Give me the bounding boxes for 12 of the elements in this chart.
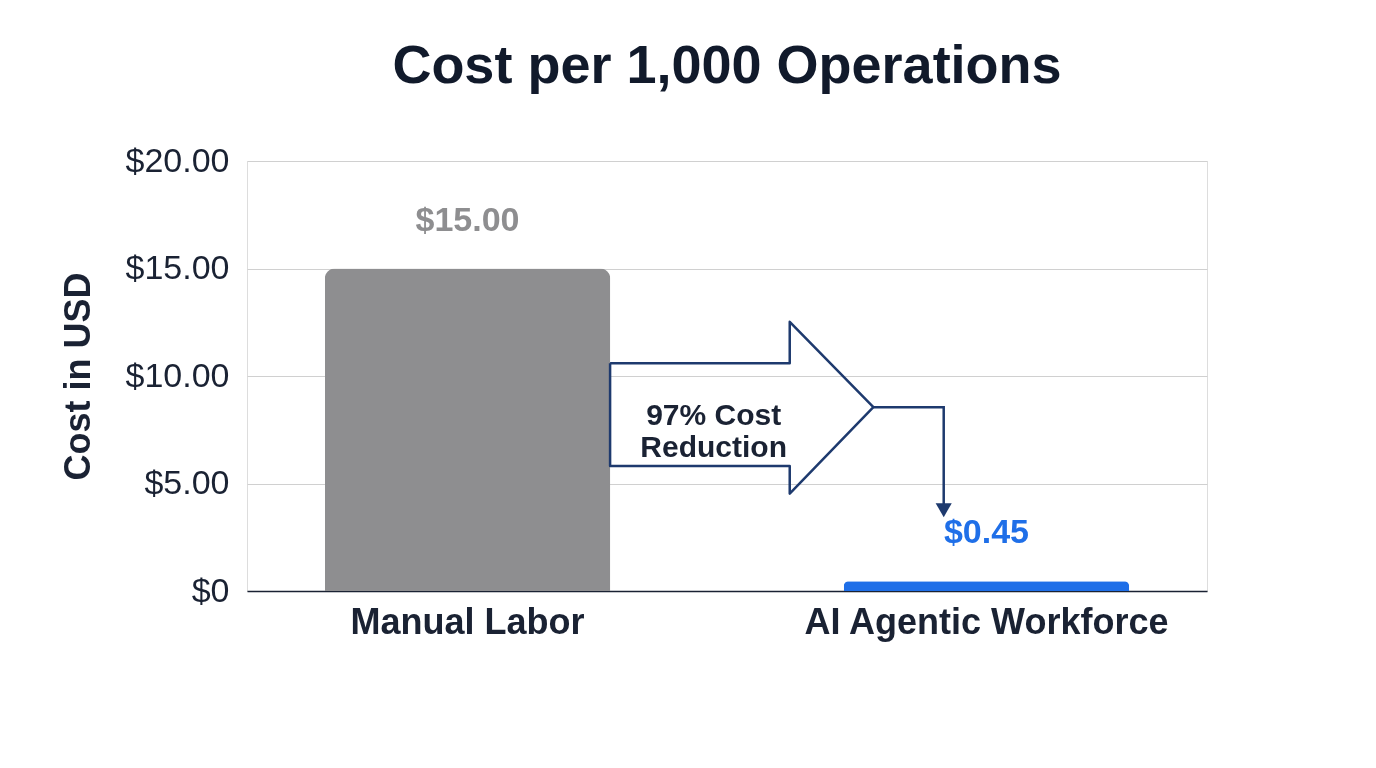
annotation: 97% Cost Reduction bbox=[640, 397, 788, 463]
y-tick-label: $20.00 bbox=[125, 140, 230, 179]
chart-title: Cost per 1,000 Operations bbox=[392, 34, 1062, 94]
y-tick-label: $5.00 bbox=[144, 463, 230, 501]
y-tick-label: $15.00 bbox=[125, 248, 230, 286]
data-label: $15.00 bbox=[415, 199, 520, 238]
x-tick-label: Manual Labor bbox=[350, 600, 585, 642]
y-axis-title: Cost in USD bbox=[56, 272, 98, 481]
y-tick-label: $10.00 bbox=[125, 355, 230, 394]
y-tick-label: $0 bbox=[191, 570, 230, 609]
data-label: $0.45 bbox=[943, 512, 1030, 551]
x-tick-label: AI Agentic Workforce bbox=[804, 600, 1169, 642]
